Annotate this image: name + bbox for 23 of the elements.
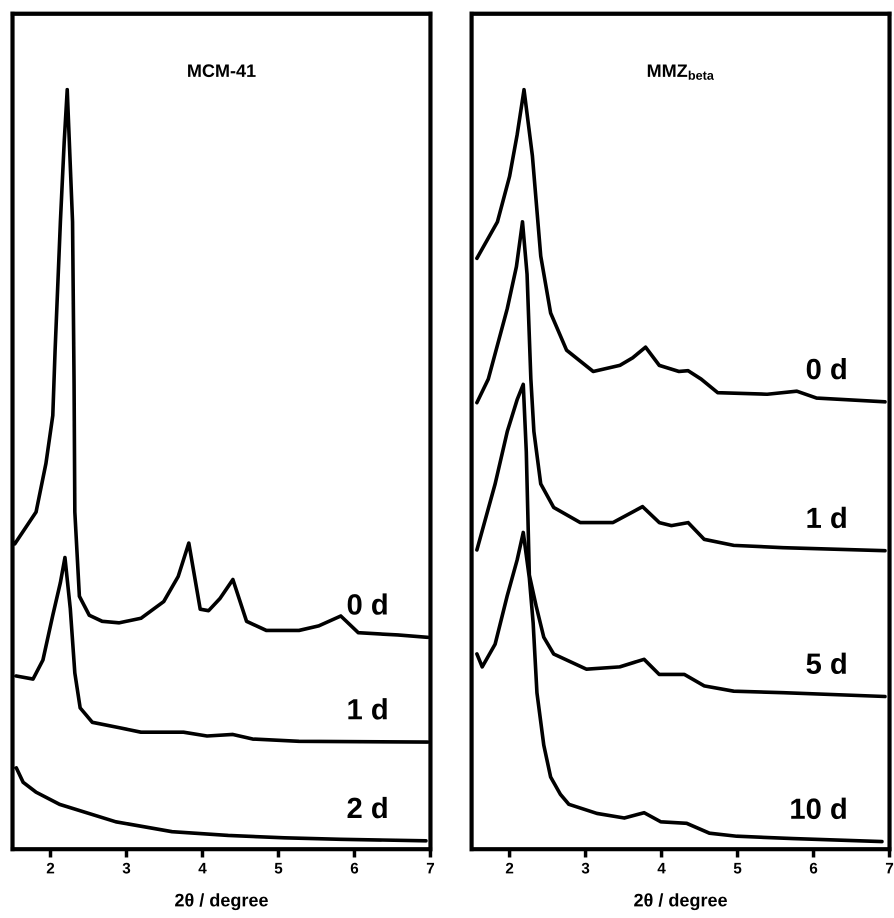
x-tick-label: 3	[122, 862, 130, 874]
x-tick-label: 2	[506, 862, 514, 874]
x-tick-label: 3	[582, 862, 590, 874]
x-tick-label: 7	[426, 862, 434, 874]
series-label: 2 d	[348, 796, 387, 818]
chart-title: MCM-41	[188, 64, 256, 78]
x-axis-title: 2θ / degree	[175, 893, 268, 910]
x-tick-label: 7	[886, 862, 894, 874]
series-label: 1 d	[348, 698, 387, 720]
x-tick-label: 5	[734, 862, 742, 874]
x-tick-label: 4	[658, 862, 666, 874]
x-axis-title: 2θ / degree	[634, 893, 727, 910]
x-tick-label: 5	[274, 862, 282, 874]
chart-title: MMZ$_{beta}$	[648, 64, 714, 80]
series-label: 10 d	[791, 798, 846, 820]
x-tick-label: 6	[810, 862, 818, 874]
series-label: 5 d	[806, 652, 846, 674]
series-label: 0 d	[806, 358, 846, 380]
x-tick-label: 6	[350, 862, 358, 874]
series-label: 0 d	[348, 593, 387, 615]
x-tick-label: 2	[46, 862, 54, 874]
series-label: 1 d	[807, 506, 846, 528]
x-tick-label: 4	[198, 862, 207, 874]
